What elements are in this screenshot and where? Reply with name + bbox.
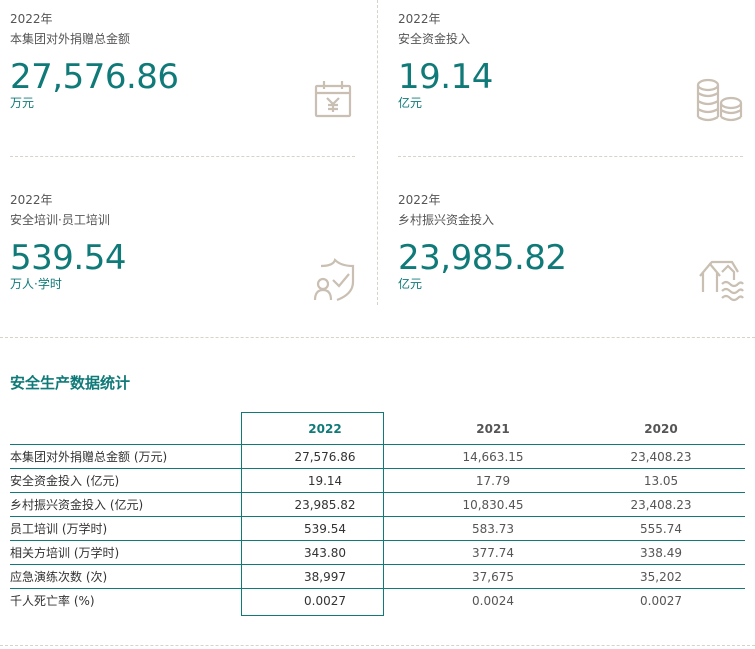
kpi-year: 2022年 (398, 12, 441, 26)
village-house-icon (698, 258, 744, 306)
table-row: 本集团对外捐赠总金额 (万元) 27,576.86 14,663.15 23,4… (10, 444, 745, 469)
header-year-2021: 2021 (409, 413, 577, 445)
cell-2020: 23,408.23 (577, 444, 745, 469)
kpi-value: 539.54 (10, 238, 126, 278)
table-row: 千人死亡率 (%) 0.0027 0.0024 0.0027 (10, 589, 745, 613)
cell-2021: 17.79 (409, 468, 577, 493)
divider (398, 156, 743, 157)
kpi-safety-funds: 2022年 安全资金投入 19.14 亿元 (398, 9, 743, 122)
header-year-2022: 2022 (241, 413, 409, 445)
row-label: 千人死亡率 (%) (10, 594, 95, 608)
cell-2022: 0.0027 (304, 593, 346, 608)
row-label: 相关方培训 (万学时) (10, 540, 241, 565)
cell-2020: 555.74 (577, 516, 745, 541)
kpi-label: 乡村振兴资金投入 (398, 213, 495, 227)
row-label: 员工培训 (万学时) (10, 516, 241, 541)
kpi-value: 19.14 (398, 57, 493, 97)
cell-2021: 0.0024 (472, 593, 514, 608)
cell-2022: 343.80 (241, 540, 409, 565)
kpi-unit: 亿元 (398, 96, 423, 110)
kpi-label: 本集团对外捐赠总金额 (10, 32, 131, 46)
row-label: 乡村振兴资金投入 (亿元) (10, 492, 241, 517)
safety-stats-table: 2022 2021 2020 本集团对外捐赠总金额 (万元) 27,576.86… (10, 413, 745, 612)
table-row: 员工培训 (万学时) 539.54 583.73 555.74 (10, 516, 745, 541)
table-row: 应急演练次数 (次) 38,997 37,675 35,202 (10, 564, 745, 589)
coin-stack-icon (695, 77, 745, 129)
table-header-row: 2022 2021 2020 (10, 413, 745, 445)
kpi-training: 2022年 安全培训·员工培训 539.54 万人·学时 (10, 190, 355, 302)
kpi-value: 27,576.86 (10, 57, 179, 97)
calendar-yen-icon (313, 79, 353, 123)
row-label: 安全资金投入 (亿元) (10, 468, 241, 493)
cell-2021: 37,675 (409, 564, 577, 589)
kpi-value: 23,985.82 (398, 238, 567, 278)
header-year-2020: 2020 (577, 413, 745, 445)
shield-person-icon (313, 257, 355, 306)
cell-2021: 10,830.45 (409, 492, 577, 517)
kpi-label: 安全资金投入 (398, 32, 471, 46)
kpi-donation: 2022年 本集团对外捐赠总金额 27,576.86 万元 (10, 9, 355, 118)
cell-2022: 19.14 (241, 468, 409, 493)
table-row: 安全资金投入 (亿元) 19.14 17.79 13.05 (10, 468, 745, 493)
cell-2020: 0.0027 (640, 593, 682, 608)
cell-2021: 583.73 (409, 516, 577, 541)
cell-2020: 35,202 (577, 564, 745, 589)
bottom-divider (0, 645, 755, 646)
cell-2022: 539.54 (241, 516, 409, 541)
cell-2020: 338.49 (577, 540, 745, 565)
header-label-column (10, 413, 241, 445)
cell-2020: 23,408.23 (577, 492, 745, 517)
cell-2022: 23,985.82 (241, 492, 409, 517)
section-title: 安全生产数据统计 (10, 374, 131, 392)
row-label: 应急演练次数 (次) (10, 564, 241, 589)
kpi-unit: 万人·学时 (10, 277, 62, 291)
table-row: 乡村振兴资金投入 (亿元) 23,985.82 10,830.45 23,408… (10, 492, 745, 517)
cell-2021: 377.74 (409, 540, 577, 565)
kpi-label: 安全培训·员工培训 (10, 213, 110, 227)
kpi-rural-revitalization: 2022年 乡村振兴资金投入 23,985.82 亿元 (398, 190, 744, 302)
cell-2020: 13.05 (577, 468, 745, 493)
cell-2022: 38,997 (241, 564, 409, 589)
kpi-year: 2022年 (398, 193, 441, 207)
kpi-unit: 亿元 (398, 277, 423, 291)
vertical-divider (377, 0, 378, 305)
kpi-unit: 万元 (10, 96, 35, 110)
row-label: 本集团对外捐赠总金额 (万元) (10, 444, 241, 469)
cell-2022: 27,576.86 (241, 444, 409, 469)
kpi-year: 2022年 (10, 12, 53, 26)
table-row: 相关方培训 (万学时) 343.80 377.74 338.49 (10, 540, 745, 565)
kpi-year: 2022年 (10, 193, 53, 207)
cell-2021: 14,663.15 (409, 444, 577, 469)
section-divider (0, 337, 755, 338)
divider (10, 156, 355, 157)
